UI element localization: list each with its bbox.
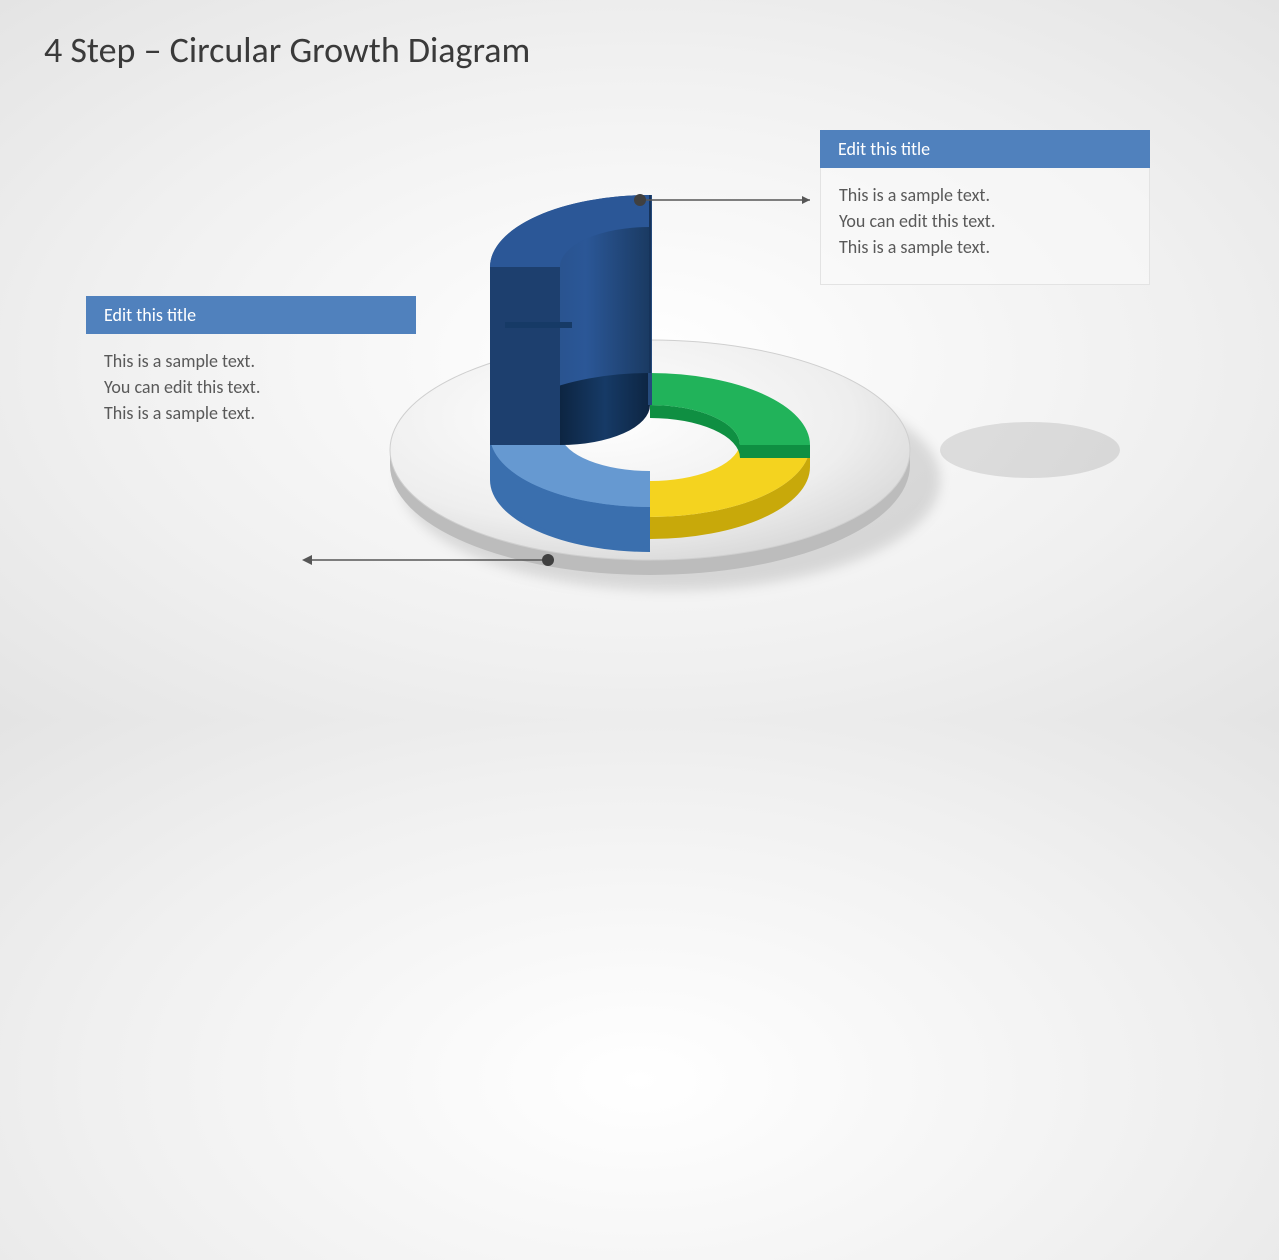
segment-darkblue [490,195,652,445]
connector-left [298,540,1279,1260]
page-title: 4 Step – Circular Growth Diagram [44,28,530,72]
